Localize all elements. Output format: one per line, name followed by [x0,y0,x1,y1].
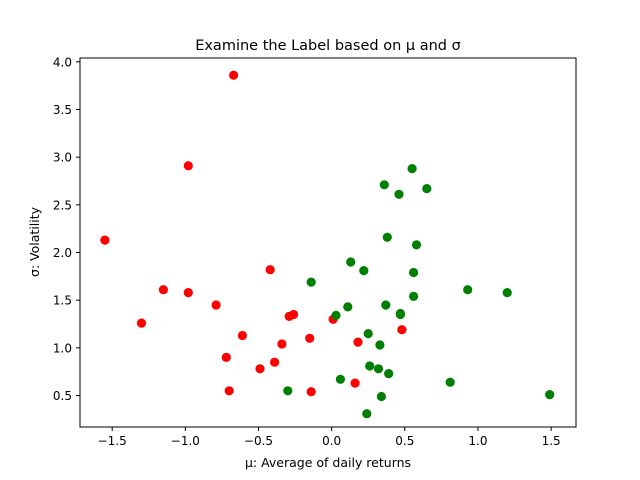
y-axis-ticks: 0.5 1.0 1.5 2.0 2.5 3.0 3.5 4.0 [53,55,80,403]
y-tick-label: 0.5 [53,389,72,403]
x-tick-label: 0.0 [322,434,341,448]
y-tick-label: 1.0 [53,341,72,355]
data-point [306,277,316,287]
data-point [221,352,231,362]
data-point [397,325,407,335]
data-point [283,386,293,396]
data-point [545,390,555,400]
data-point [422,184,432,194]
data-point [183,288,193,298]
y-tick-label: 3.0 [53,151,72,165]
data-point [237,330,247,341]
x-axis-ticks: −1.5 −1.0 −0.5 0.0 0.5 1.0 1.5 [98,427,561,448]
data-point [255,364,265,374]
data-point [373,364,384,374]
data-point [384,369,394,379]
data-point [136,318,147,328]
x-tick-label: 1.0 [468,434,487,448]
data-point [375,340,385,350]
data-point [346,257,356,267]
data-point [353,337,363,347]
data-point [381,300,391,310]
data-point [365,361,375,371]
chart-title: Examine the Label based on μ and σ [195,38,461,54]
plot-frame [79,57,577,428]
data-point [224,386,234,396]
data-point [409,267,419,278]
data-points [100,70,555,419]
data-point [502,288,512,298]
data-point [229,70,239,80]
x-tick-label: −0.5 [244,434,273,448]
x-tick-label: −1.0 [171,434,200,448]
data-point [277,339,287,349]
y-tick-label: 3.5 [53,103,72,117]
data-point [411,240,422,250]
data-point [270,357,280,367]
data-point [463,285,473,295]
data-point [350,378,360,388]
y-tick-label: 1.5 [53,294,72,308]
data-point [100,235,110,245]
data-point [379,180,389,190]
data-point [306,387,316,397]
y-tick-label: 2.0 [53,246,72,260]
data-point [343,302,353,312]
data-point [359,266,369,276]
y-tick-label: 2.5 [53,198,72,212]
data-point [289,309,299,320]
data-point [331,310,341,320]
x-axis-label: μ: Average of daily returns [245,455,411,470]
data-point [445,377,455,387]
data-point [376,391,386,402]
data-point [363,329,373,339]
data-point [305,333,315,343]
data-point [409,291,419,301]
y-axis-label: σ: Volatility [27,206,42,277]
x-tick-label: −1.5 [98,434,127,448]
data-point [362,409,372,419]
data-point [407,164,417,174]
data-point [395,309,405,320]
data-point [394,189,404,199]
data-point [158,285,168,295]
data-point [183,161,193,171]
data-point [211,300,221,310]
y-tick-label: 4.0 [53,55,72,69]
data-point [265,265,275,275]
data-point [382,232,392,242]
x-tick-label: 1.5 [542,434,561,448]
data-point [335,374,345,384]
x-tick-label: 0.5 [395,434,414,448]
